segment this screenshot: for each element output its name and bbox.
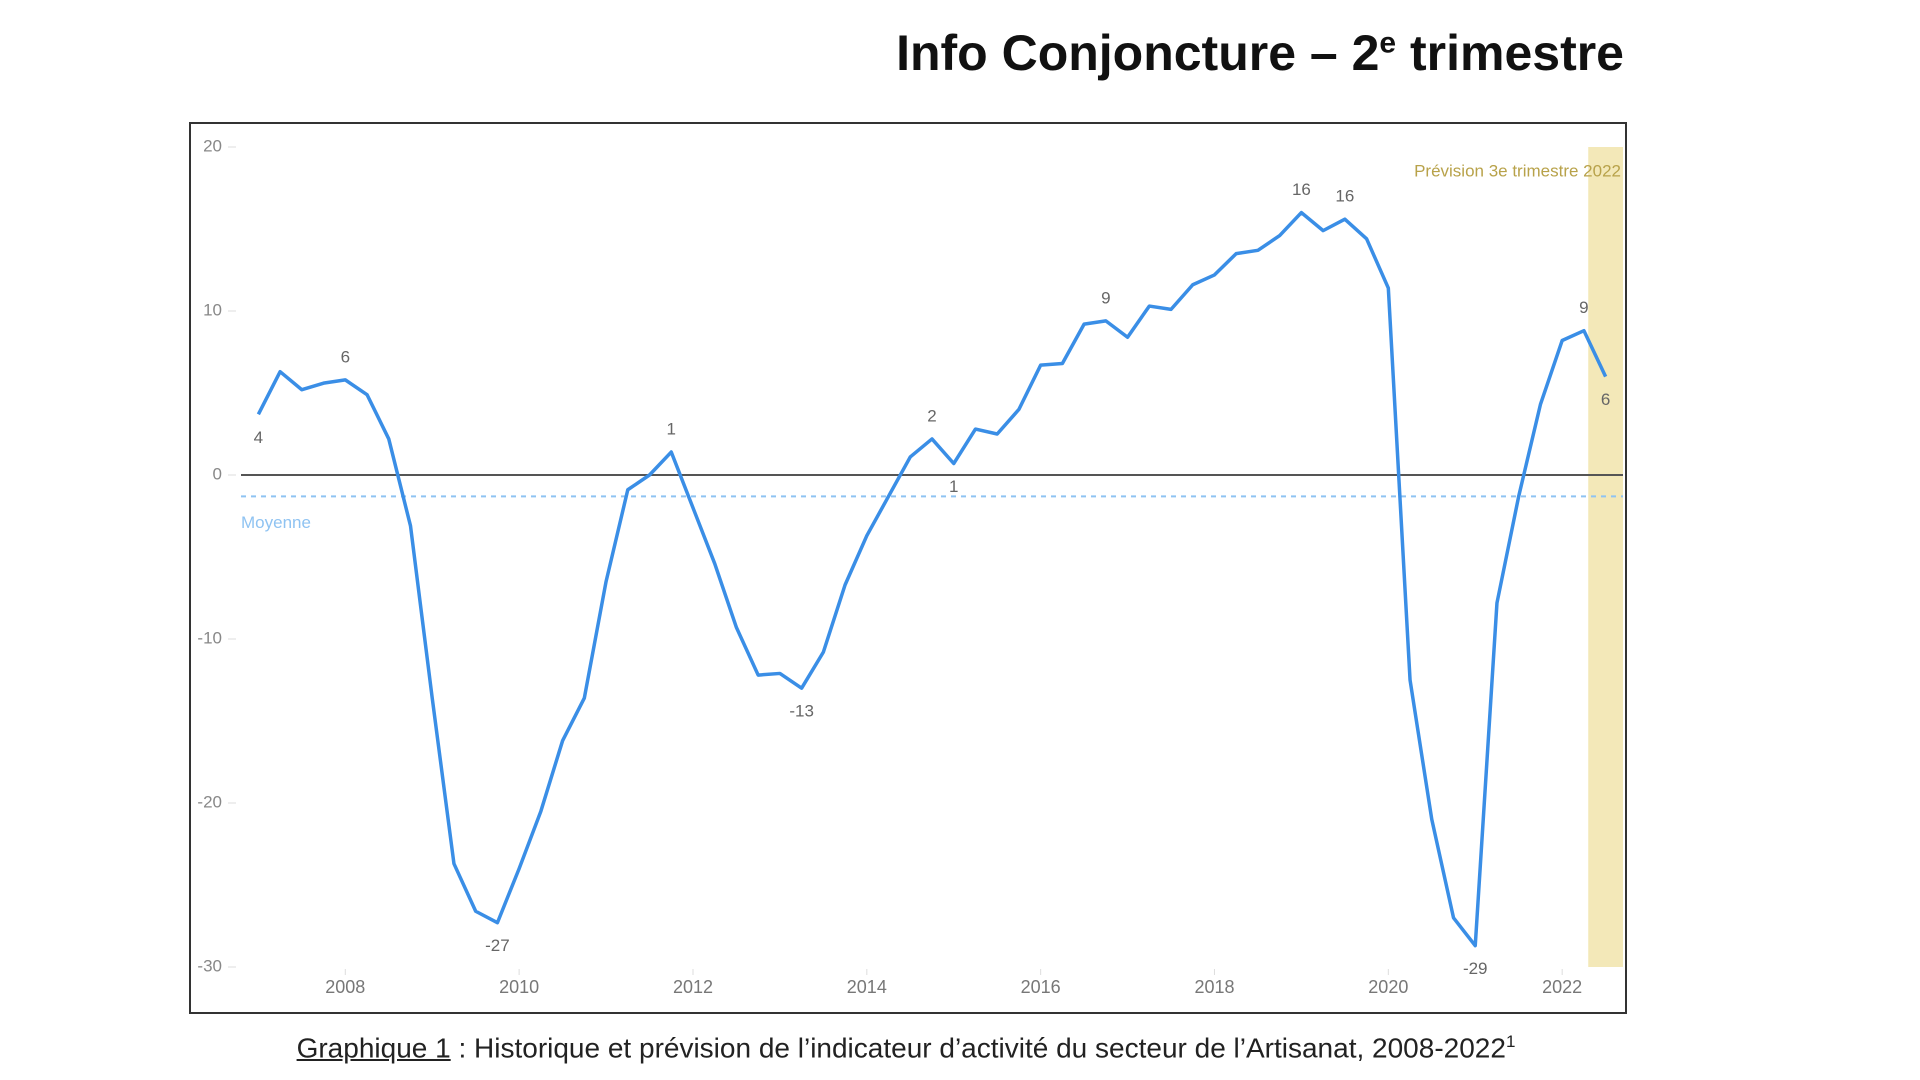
title-end: trimestre	[1396, 25, 1624, 81]
forecast-band	[1588, 147, 1623, 967]
data-label: 6	[1601, 390, 1610, 409]
chart-frame	[189, 122, 1627, 1014]
x-tick-label: 2012	[673, 977, 713, 997]
series-line	[256, 210, 1608, 948]
x-tick-label: 2014	[847, 977, 887, 997]
x-tick-label: 2008	[325, 977, 365, 997]
data-label: 9	[1579, 298, 1588, 317]
chart: Prévision 3e trimestre 2022 -30 -20 -10 0 10 2…	[189, 122, 1627, 1014]
x-tick-label: 2010	[499, 977, 539, 997]
y-tick-label: 0	[213, 464, 222, 483]
data-label: 4	[254, 428, 263, 447]
y-tick-label: -30	[197, 956, 222, 975]
caption-sup: 1	[1505, 1032, 1516, 1051]
x-tick-label: 2016	[1021, 977, 1061, 997]
y-tick-label: -20	[197, 792, 222, 811]
data-label: -13	[789, 702, 814, 721]
x-tick-label: 2020	[1368, 977, 1408, 997]
caption-ref: Graphique 1	[296, 1032, 451, 1064]
caption: Graphique 1 : Historique et prévision de…	[0, 1032, 1812, 1064]
title-sup: e	[1379, 26, 1397, 60]
data-label: 1	[949, 477, 958, 496]
y-tick-label: 10	[203, 300, 222, 319]
data-label: 6	[341, 347, 350, 366]
data-label: 2	[927, 406, 936, 425]
data-label: 16	[1335, 187, 1354, 206]
y-tick-label: -10	[197, 628, 222, 647]
y-tick-label: 20	[203, 136, 222, 155]
data-label: 16	[1292, 180, 1311, 199]
data-label: -27	[485, 936, 510, 955]
title: Info Conjoncture – 2e trimestre	[896, 24, 1624, 82]
title-main: Info Conjoncture – 2	[896, 25, 1380, 81]
data-label: -29	[1463, 959, 1488, 978]
data-label: 1	[667, 420, 676, 439]
average-label: Moyenne	[241, 513, 311, 532]
caption-text: : Historique et prévision de l’indicateu…	[450, 1032, 1506, 1064]
x-tick-label: 2022	[1542, 977, 1582, 997]
x-tick-label: 2018	[1194, 977, 1234, 997]
forecast-label: Prévision 3e trimestre 2022	[1414, 161, 1621, 180]
data-label: 9	[1101, 288, 1110, 307]
